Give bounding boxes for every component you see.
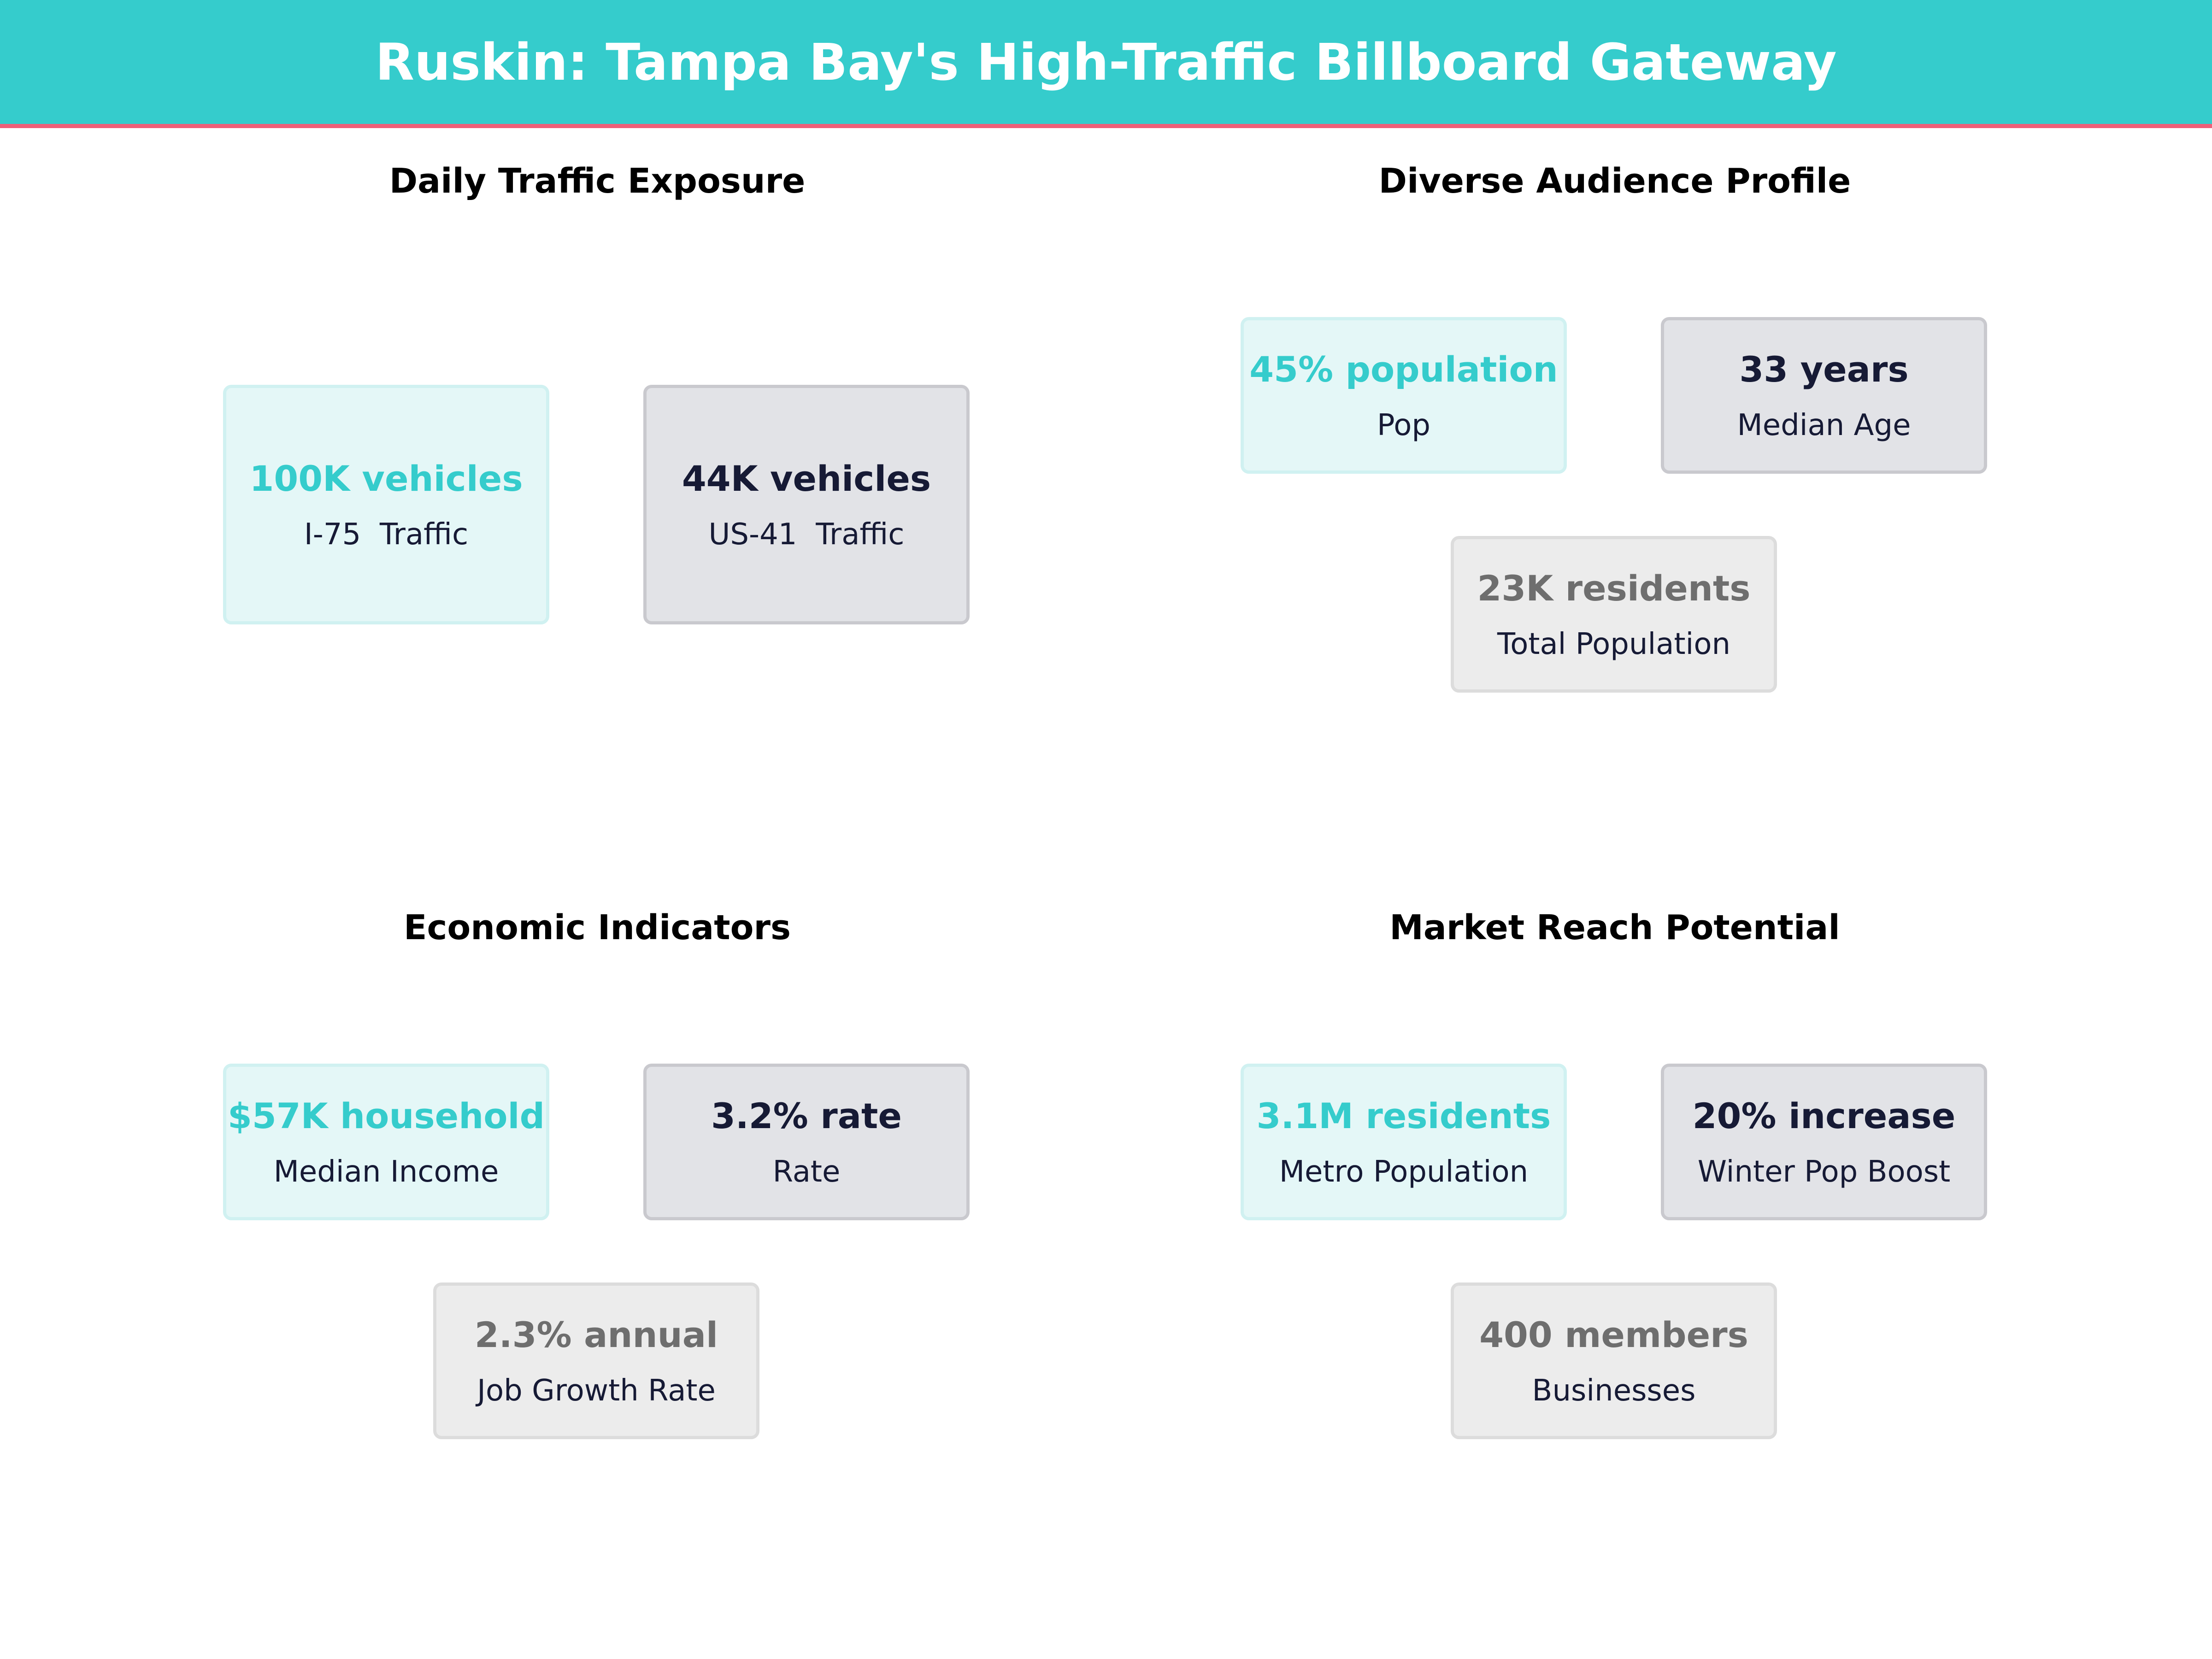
metric-card-i75-traffic: 100K vehicles I-75 Traffic xyxy=(223,385,549,624)
section-title-traffic: Daily Traffic Exposure xyxy=(389,161,806,201)
metric-value: 44K vehicles xyxy=(682,458,931,499)
metric-value: 45% population xyxy=(1249,348,1558,390)
metric-card-job-growth: 2.3% annual Job Growth Rate xyxy=(433,1282,759,1439)
metric-value: 3.1M residents xyxy=(1256,1095,1551,1136)
metric-value: 2.3% annual xyxy=(474,1314,718,1355)
section-title-audience: Diverse Audience Profile xyxy=(1378,161,1851,201)
page-header: Ruskin: Tampa Bay's High-Traffic Billboa… xyxy=(0,0,2212,128)
metric-card-metro-population: 3.1M residents Metro Population xyxy=(1241,1064,1567,1220)
metric-value: 23K residents xyxy=(1477,567,1751,609)
metric-value: 100K vehicles xyxy=(249,458,523,499)
metric-label: Median Age xyxy=(1737,408,1911,442)
metric-value: 20% increase xyxy=(1692,1095,1956,1136)
metric-label: US-41 Traffic xyxy=(708,517,905,552)
metric-value: $57K household xyxy=(228,1095,545,1136)
section-title-market-reach: Market Reach Potential xyxy=(1389,908,1840,947)
metric-card-total-population: 23K residents Total Population xyxy=(1451,536,1777,693)
metric-card-us41-traffic: 44K vehicles US-41 Traffic xyxy=(643,385,970,624)
section-title-economic: Economic Indicators xyxy=(404,908,791,947)
metric-card-winter-pop-boost: 20% increase Winter Pop Boost xyxy=(1661,1064,1987,1220)
metric-card-businesses: 400 members Businesses xyxy=(1451,1282,1777,1439)
metric-card-median-age: 33 years Median Age xyxy=(1661,317,1987,474)
metric-card-rate: 3.2% rate Rate xyxy=(643,1064,970,1220)
metric-label: Pop xyxy=(1377,408,1431,442)
metric-label: Winter Pop Boost xyxy=(1697,1154,1951,1189)
metric-card-median-income: $57K household Median Income xyxy=(223,1064,549,1220)
metric-value: 3.2% rate xyxy=(711,1095,902,1136)
page-title: Ruskin: Tampa Bay's High-Traffic Billboa… xyxy=(375,32,1837,92)
metric-label: I-75 Traffic xyxy=(304,517,469,552)
metric-card-pop: 45% population Pop xyxy=(1241,317,1567,474)
metric-label: Metro Population xyxy=(1279,1154,1529,1189)
metric-value: 400 members xyxy=(1479,1314,1748,1355)
metric-label: Rate xyxy=(772,1154,841,1189)
metric-value: 33 years xyxy=(1739,348,1909,390)
metric-label: Median Income xyxy=(273,1154,499,1189)
metric-label: Total Population xyxy=(1497,627,1731,661)
metric-label: Businesses xyxy=(1532,1373,1696,1408)
metric-label: Job Growth Rate xyxy=(477,1373,716,1408)
